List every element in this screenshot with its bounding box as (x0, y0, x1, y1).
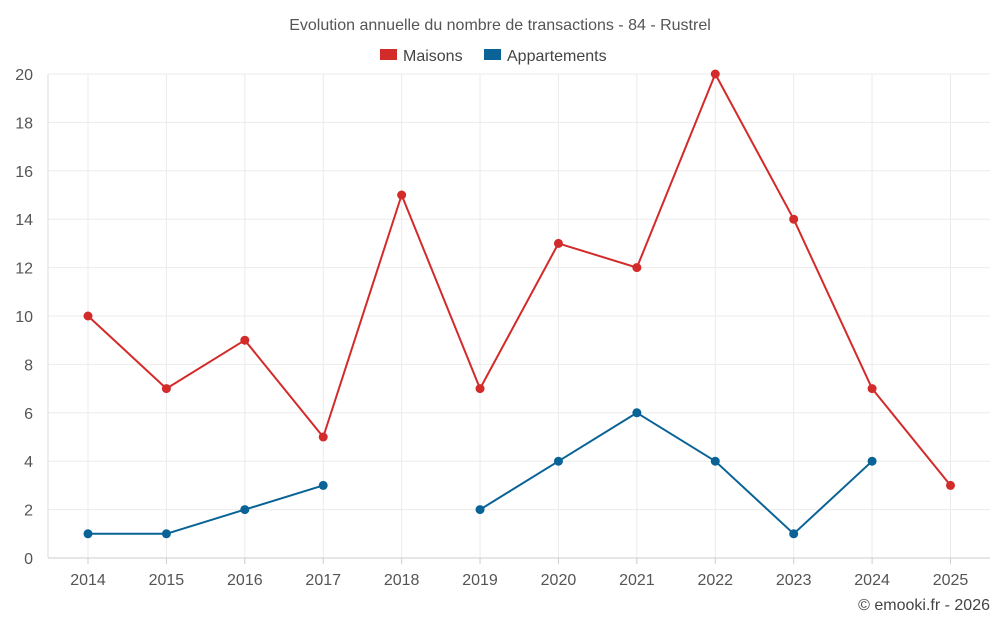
legend: Maisons Appartements (380, 48, 607, 65)
data-point-appartements (240, 505, 250, 515)
data-point-appartements (83, 529, 93, 539)
y-tick-label: 8 (24, 357, 33, 374)
y-tick-label: 10 (15, 309, 33, 326)
data-point-maisons (710, 69, 720, 79)
data-point-appartements (161, 529, 171, 539)
y-tick-label: 18 (15, 115, 33, 132)
data-point-appartements (553, 456, 563, 466)
y-tick-label: 6 (24, 406, 33, 423)
data-point-maisons (397, 190, 407, 200)
x-tick-label: 2021 (619, 572, 655, 589)
x-tick-label: 2015 (149, 572, 185, 589)
data-point-appartements (867, 456, 877, 466)
series-group (83, 69, 955, 539)
x-tick-label: 2016 (227, 572, 263, 589)
data-point-maisons (867, 384, 877, 394)
legend-label-appartements: Appartements (507, 48, 607, 65)
y-tick-label: 12 (15, 261, 33, 278)
x-tick-label: 2019 (462, 572, 498, 589)
data-point-maisons (632, 263, 642, 273)
data-point-maisons (83, 311, 93, 321)
data-point-appartements (710, 456, 720, 466)
credit-label: © emooki.fr - 2026 (858, 597, 990, 614)
x-tick-label: 2018 (384, 572, 420, 589)
series-appartements (83, 408, 877, 539)
legend-item-appartements: Appartements (484, 48, 607, 65)
legend-item-maisons: Maisons (380, 48, 463, 65)
series-line-appartements (479, 411, 873, 535)
legend-swatch-appartements (484, 49, 501, 60)
data-point-appartements (789, 529, 799, 539)
y-tick-label: 0 (24, 551, 33, 568)
series-line-maisons (87, 73, 952, 487)
legend-label-maisons: Maisons (403, 48, 463, 65)
x-tick-label: 2014 (70, 572, 106, 589)
x-axis: 2014 2015 2016 2017 2018 2019 2020 2021 2022 2023… (70, 558, 968, 589)
series-maisons (83, 69, 955, 490)
x-tick-label: 2022 (697, 572, 733, 589)
data-point-maisons (475, 384, 485, 394)
x-tick-label: 2025 (933, 572, 969, 589)
y-tick-label: 4 (24, 454, 33, 471)
grid (47, 73, 990, 559)
data-point-appartements (318, 480, 328, 490)
data-point-appartements (475, 505, 485, 515)
data-point-maisons (789, 214, 799, 224)
x-tick-label: 2017 (305, 572, 341, 589)
x-tick-label: 2023 (776, 572, 812, 589)
data-point-maisons (240, 335, 250, 345)
y-tick-label: 20 (15, 67, 33, 84)
data-point-appartements (632, 408, 642, 418)
y-tick-label: 14 (15, 212, 33, 229)
legend-swatch-maisons (380, 49, 397, 60)
data-point-maisons (946, 480, 955, 490)
data-point-maisons (553, 238, 563, 248)
y-tick-label: 2 (24, 503, 33, 520)
y-axis: 0 2 4 6 8 10 12 14 16 18 20 (15, 67, 33, 568)
series-line-appartements (88, 484, 324, 535)
y-tick-label: 16 (15, 164, 33, 181)
x-tick-label: 2020 (541, 572, 577, 589)
data-point-maisons (161, 384, 171, 394)
chart-title: Evolution annuelle du nombre de transact… (289, 17, 711, 34)
x-tick-label: 2024 (854, 572, 890, 589)
data-point-maisons (318, 432, 328, 442)
